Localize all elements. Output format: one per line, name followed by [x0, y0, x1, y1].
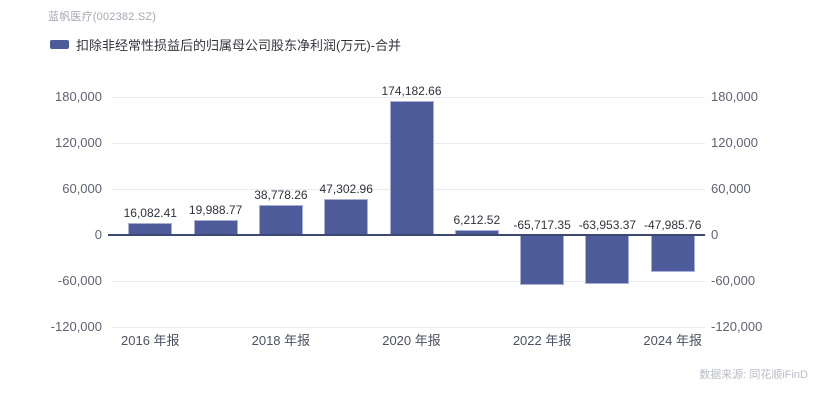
x-axis-label: 2022 年报: [512, 333, 572, 348]
y-axis-label-right: 180,000: [711, 89, 758, 104]
y-axis-label-left: 60,000: [62, 181, 102, 196]
value-label-6: -65,717.35: [513, 218, 571, 232]
bar-7[interactable]: [585, 235, 630, 285]
bar-6[interactable]: [520, 235, 565, 286]
data-source-label: 数据来源: 同花顺iFinD: [699, 369, 808, 381]
value-label-3: 47,302.96: [319, 181, 373, 196]
y-axis-label-right: -60,000: [711, 273, 756, 288]
y-axis-label-left: 120,000: [55, 135, 102, 150]
legend-item[interactable]: 扣除非经常性损益后的归属母公司股东净利润(万元)-合并: [50, 35, 401, 54]
value-label-1: 19,988.77: [188, 202, 243, 217]
gridline: [112, 97, 705, 98]
legend-label: 扣除非经常性损益后的归属母公司股东净利润(万元)-合并: [76, 38, 401, 53]
x-axis-label: 2016 年报: [121, 333, 180, 348]
y-axis-label-left: -60,000: [57, 273, 102, 288]
bar-8[interactable]: [650, 235, 695, 272]
x-axis-label: 2020 年报: [382, 333, 441, 348]
x-axis-label: 2024 年报: [643, 333, 702, 348]
y-axis-label-right: -120,000: [711, 319, 763, 334]
bar-2[interactable]: [258, 205, 303, 235]
y-axis-label-left: 0: [94, 227, 102, 242]
chart-title: 蓝帆医疗(002382.SZ): [48, 11, 157, 23]
value-label-5: 6,212.52: [453, 213, 501, 228]
value-label-0: 16,082.41: [123, 205, 177, 220]
y-axis-label-right: 60,000: [711, 181, 751, 196]
bar-4[interactable]: [389, 101, 434, 235]
value-label-2: 38,778.26: [254, 188, 308, 203]
bar-3[interactable]: [324, 198, 369, 235]
x-axis-zero-line: [108, 234, 705, 236]
bar-1[interactable]: [193, 219, 238, 235]
y-axis-label-left: -120,000: [50, 319, 102, 334]
value-label-8: -47,985.76: [643, 218, 702, 232]
legend-marker-icon: [50, 40, 69, 49]
value-label-4: 174,182.66: [381, 84, 442, 99]
x-axis-label: 2018 年报: [251, 333, 311, 348]
value-label-7: -63,953.37: [578, 218, 637, 232]
gridline: [112, 327, 705, 328]
y-axis-label-right: 0: [711, 227, 719, 242]
gridline: [112, 281, 705, 282]
y-axis-label-right: 120,000: [711, 135, 758, 150]
y-axis-label-left: 180,000: [55, 89, 102, 104]
